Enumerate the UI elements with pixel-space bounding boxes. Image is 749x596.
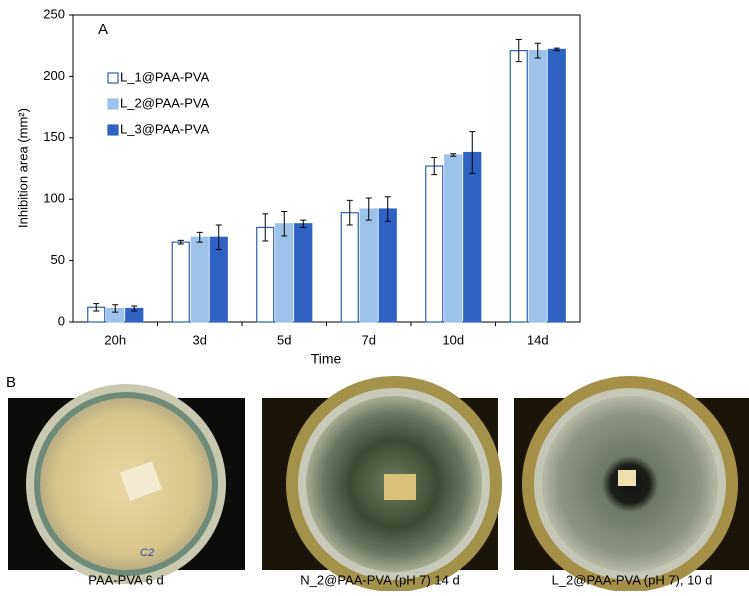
y-axis-label: Inhibition area (mm²) <box>15 108 30 228</box>
x-tick-label: 7d <box>362 332 376 347</box>
bar <box>547 48 566 323</box>
x-tick-label: 5d <box>277 332 291 347</box>
error-bar <box>196 231 203 243</box>
handwriting: C2 <box>140 547 154 559</box>
bar <box>190 236 209 323</box>
y-tick-label: 0 <box>58 313 65 328</box>
bar <box>378 208 397 323</box>
y-tick-label: 250 <box>43 6 65 21</box>
error-bar <box>262 213 269 242</box>
error-bar <box>553 47 560 52</box>
x-axis-label: Time <box>311 351 342 367</box>
legend-swatch <box>107 98 119 110</box>
x-tick-label: 10d <box>442 332 464 347</box>
error-bar <box>215 224 222 251</box>
error-bar <box>431 156 438 176</box>
bar <box>359 208 378 323</box>
error-bar <box>112 304 119 313</box>
error-bar <box>515 39 522 63</box>
error-bar <box>534 42 541 59</box>
legend-label: L_3@PAA-PVA <box>120 121 210 136</box>
bar <box>463 151 482 323</box>
photo-caption: N_2@PAA-PVA (pH 7) 14 d <box>300 572 459 587</box>
y-tick-label: 150 <box>43 129 65 144</box>
photo: C2 <box>8 384 245 584</box>
photo-caption: L_2@PAA-PVA (pH 7), 10 d <box>552 572 713 587</box>
photo <box>514 376 749 592</box>
error-bar <box>300 219 307 228</box>
error-bar <box>469 131 476 174</box>
bar <box>509 50 528 323</box>
error-bar <box>346 199 353 226</box>
bar <box>256 226 275 323</box>
error-bar <box>365 197 372 221</box>
bar <box>171 241 190 323</box>
legend-label: L_1@PAA-PVA <box>120 69 210 84</box>
bar <box>425 165 444 323</box>
plot-frame <box>72 14 581 323</box>
x-tick-label: 20h <box>104 332 126 347</box>
photo-caption: PAA-PVA 6 d <box>88 572 163 587</box>
error-bar <box>384 196 391 222</box>
bar <box>340 212 359 323</box>
y-tick-label: 50 <box>51 252 65 267</box>
error-bar <box>281 210 288 237</box>
bar <box>294 223 313 323</box>
legend-swatch <box>107 124 119 136</box>
x-tick-label: 14d <box>527 332 549 347</box>
bar <box>275 223 294 323</box>
panel-label: A <box>98 21 108 38</box>
x-tick-label: 3d <box>193 332 207 347</box>
y-tick-label: 200 <box>43 68 65 83</box>
photo <box>262 376 502 592</box>
error-bar <box>93 303 100 312</box>
error-bar <box>177 239 184 245</box>
legend-swatch <box>107 72 119 84</box>
bar <box>528 50 547 323</box>
bar <box>444 154 463 323</box>
legend-label: L_2@PAA-PVA <box>120 95 210 110</box>
error-bar <box>131 305 138 312</box>
error-bar <box>450 153 457 157</box>
panel-label: B <box>6 374 16 391</box>
y-tick-label: 100 <box>43 191 65 206</box>
